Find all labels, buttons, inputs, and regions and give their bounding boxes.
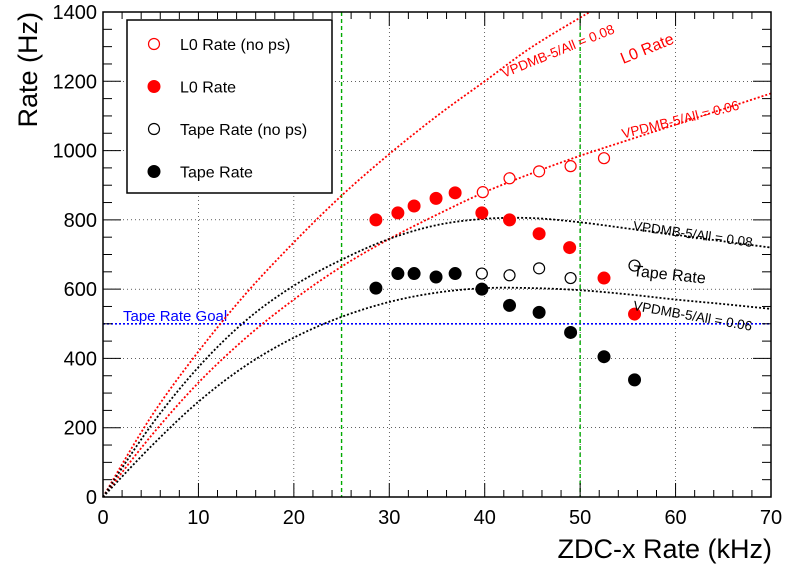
legend-label-tape_nops: Tape Rate (no ps) [180,122,307,139]
x-tick-label: 0 [97,507,108,529]
point-l0 [532,227,546,241]
legend-label-l0: L0 Rate [180,80,236,97]
grid [103,12,771,497]
y-tick-label: 1400 [53,2,98,24]
legend-marker-tape [147,165,161,178]
y-axis-label: Rate (Hz) [13,12,43,128]
reference-lines: Tape Rate Goal [103,12,771,497]
axis-ticks [102,11,772,498]
y-tick-label: 600 [64,279,97,301]
point-tape [628,373,642,387]
legend-label-l0_nops: L0 Rate (no ps) [180,37,290,54]
point-tape_nops [564,271,577,285]
point-tape_nops [503,269,516,282]
point-l0 [563,241,577,255]
x-tick-label: 10 [187,507,209,529]
y-tick-label: 1200 [53,71,98,93]
point-tape [448,267,462,281]
point-l0 [407,199,421,213]
x-tick-label: 20 [283,507,305,529]
goal-line-label: Tape Rate Goal [123,308,227,325]
y-tick-label: 1000 [53,141,98,163]
point-tape_nops [475,267,488,280]
curves [102,11,772,498]
point-l0_nops [533,165,546,178]
point-l0 [369,213,383,227]
point-l0_nops [503,172,516,185]
point-tape [391,267,405,281]
y-tick-label: 0 [86,487,97,509]
point-l0 [429,191,443,205]
legend-marker-tape_nops [147,122,161,136]
point-tape [503,298,517,312]
data-points [369,152,642,387]
x-tick-label: 40 [474,507,496,529]
point-l0_nops [597,152,611,165]
legend-box [126,19,333,194]
point-l0 [448,186,462,200]
x-tick-label: 70 [760,507,782,529]
legend: L0 Rate (no ps) L0 Rate Tape Rate (no ps) T… [126,19,333,194]
point-tape_nops [533,262,546,275]
tick-labels: 0 10 20 30 40 50 60 70 0 200 400 600 800 1000 1200 1400 [53,2,783,529]
point-tape [475,282,489,296]
legend-marker-l0 [147,80,161,93]
x-tick-label: 60 [664,507,686,529]
point-tape [532,305,546,319]
legend-label-tape: Tape Rate [180,165,253,182]
point-tape [407,267,421,281]
point-tape [429,270,443,284]
point-tape [369,281,383,295]
curve-tape_008 [102,216,772,498]
point-l0_nops [476,186,489,199]
point-l0 [503,213,517,227]
legend-marker-l0_nops [147,37,161,51]
y-tick-label: 800 [64,210,97,232]
point-l0 [475,206,489,220]
point-tape [597,350,611,364]
x-tick-label: 30 [378,507,400,529]
point-l0 [597,271,611,285]
point-l0 [628,307,642,321]
point-l0 [391,206,405,220]
x-tick-label: 50 [569,507,591,529]
y-tick-label: 200 [64,418,97,440]
point-tape_nops [628,259,641,272]
y-tick-label: 400 [64,348,97,370]
curve-tape_006 [102,286,772,498]
point-l0_nops [564,160,577,173]
point-tape [564,325,578,339]
x-axis-label: ZDC-x Rate (kHz) [558,534,773,564]
